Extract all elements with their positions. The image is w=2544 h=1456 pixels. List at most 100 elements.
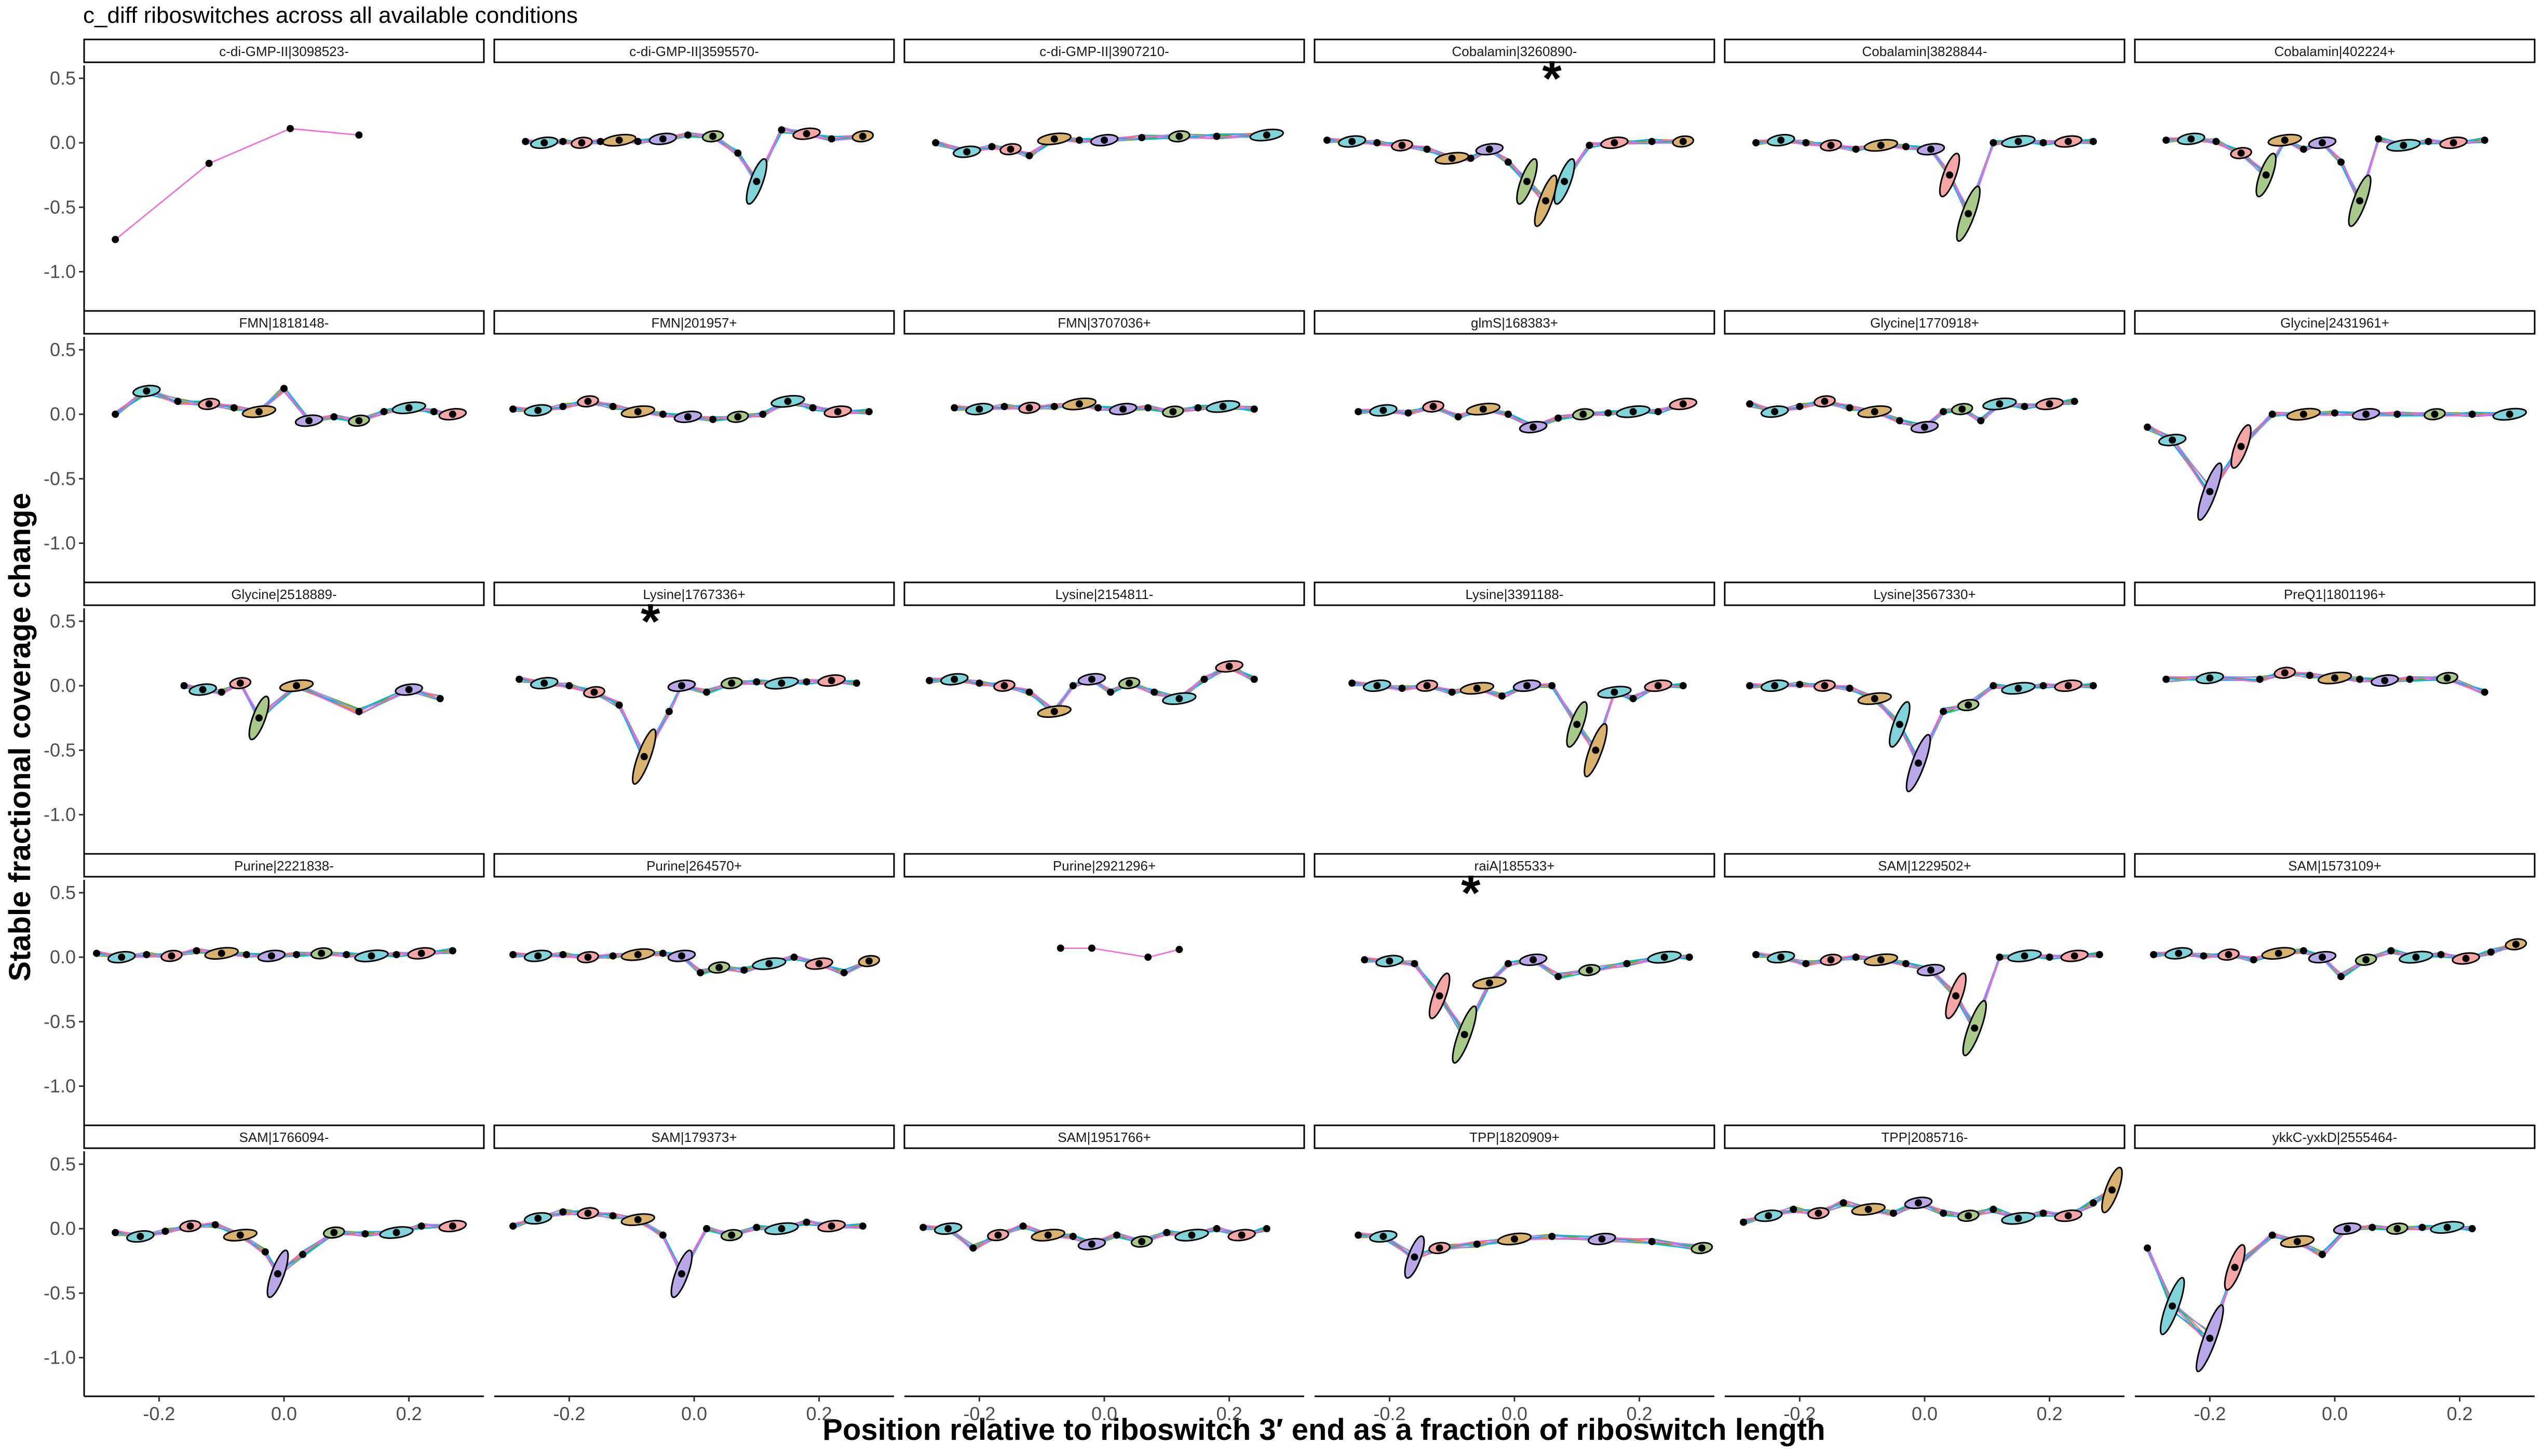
data-point: [1323, 137, 1331, 144]
data-point: [255, 714, 263, 722]
data-point: [634, 1216, 642, 1223]
facet-panel: TPP|1820909+ -0.2 0.0 0.2: [1314, 1124, 1715, 1424]
facet-strip: [83, 581, 485, 606]
facet-strip-label: Lysine|1767336+: [643, 587, 745, 602]
data-point: [1355, 408, 1362, 416]
data-point: [509, 951, 517, 959]
facet-strip: [2134, 38, 2536, 63]
data-point: [261, 1248, 269, 1256]
data-point: [1971, 1024, 1979, 1032]
data-point: [355, 131, 363, 139]
data-point: [678, 1270, 685, 1277]
data-point: [1213, 1225, 1221, 1233]
facet-panel: Glycine|2518889- 0.5 0.0 -0.5 -1.0: [44, 581, 485, 853]
data-point: [2293, 1237, 2301, 1245]
facet-panel: Cobalamin|3260890-*: [1314, 38, 1715, 227]
data-point: [2487, 948, 2495, 956]
data-point: [1598, 1235, 1606, 1243]
data-point: [634, 408, 642, 416]
data-point: [112, 1229, 119, 1236]
facet-strip: [903, 581, 1305, 606]
data-point: [988, 143, 996, 151]
data-point: [1138, 1237, 1146, 1245]
facet-strip: [1314, 853, 1715, 878]
data-point: [615, 701, 623, 709]
data-point: [112, 411, 119, 418]
condition-line: [115, 128, 359, 240]
data-point: [609, 403, 617, 411]
data-point: [609, 952, 617, 960]
data-point: [1479, 405, 1487, 413]
data-point: [2481, 688, 2488, 696]
data-point: [1448, 154, 1456, 162]
data-point: [2512, 941, 2520, 948]
condition-line: [1327, 140, 1683, 200]
data-point: [2169, 1302, 2176, 1310]
data-point: [753, 678, 761, 686]
data-point: [2212, 138, 2220, 145]
data-point: [1940, 707, 1947, 715]
data-point: [330, 1229, 338, 1236]
facet-strip: [903, 1124, 1305, 1149]
data-point: [2462, 955, 2470, 962]
data-point: [1977, 417, 1985, 425]
y-tick-label: 0.0: [50, 403, 76, 425]
facet-strip-label: c-di-GMP-II|3098523-: [219, 44, 349, 59]
data-point: [534, 1215, 542, 1222]
data-point: [2318, 1250, 2326, 1258]
data-point: [2337, 973, 2345, 981]
data-point: [2356, 675, 2364, 683]
data-point: [2256, 675, 2264, 683]
data-point: [199, 686, 207, 693]
facet-strip: [1724, 310, 2126, 335]
data-point: [1107, 688, 1115, 696]
data-point: [703, 688, 711, 696]
data-point: [1069, 682, 1077, 690]
condition-line: [519, 678, 857, 763]
data-point: [1914, 1199, 1922, 1207]
data-point: [1611, 688, 1618, 696]
y-tick-label: 0.5: [50, 67, 76, 89]
facet-panel: Lysine|1767336+*: [493, 581, 895, 785]
facet-panel: ykkC-yxkD|2555464- -0.2 0.0 0.2: [2134, 1124, 2536, 1424]
facet-strip: [493, 310, 895, 335]
data-point: [1411, 1253, 1418, 1261]
data-point: [236, 679, 244, 687]
y-tick-label: -1.0: [44, 532, 76, 553]
data-point: [218, 949, 225, 957]
data-point: [1846, 685, 1853, 692]
data-point: [2418, 1223, 2426, 1231]
data-point: [2162, 675, 2170, 683]
data-point: [2108, 1186, 2116, 1194]
data-point: [684, 131, 692, 139]
facet-strip-label: Purine|2921296+: [1053, 858, 1156, 874]
facet-strip: [493, 581, 895, 606]
facet-panel: SAM|1229502+: [1724, 853, 2126, 1056]
condition-line: [1327, 138, 1683, 207]
facet-panel: TPP|2085716- -0.2 0.0 0.2: [1724, 1124, 2126, 1424]
data-point: [1771, 682, 1779, 690]
data-point: [1088, 944, 1095, 952]
facet-strip-label: Lysine|3391188-: [1466, 587, 1564, 602]
data-point: [1019, 1222, 1027, 1230]
data-point: [1113, 1231, 1121, 1239]
facet-strip-label: FMN|201957+: [651, 315, 737, 331]
data-point: [2425, 138, 2432, 145]
condition-line: [1364, 957, 1689, 1041]
x-tick-label: 0.2: [2037, 1403, 2063, 1424]
data-point: [703, 1225, 711, 1233]
data-point: [1654, 408, 1662, 416]
data-point: [2268, 1231, 2276, 1239]
data-point: [1523, 178, 1531, 185]
facet-strip: [1314, 310, 1715, 335]
data-point: [2281, 669, 2289, 677]
data-point: [559, 1208, 567, 1216]
data-point: [790, 954, 798, 961]
data-point: [1398, 685, 1406, 692]
data-point: [2375, 135, 2383, 143]
data-point: [230, 404, 238, 412]
data-point: [852, 679, 860, 687]
facet-panel: FMN|201957+: [493, 310, 895, 424]
data-point: [1194, 404, 1202, 412]
data-point: [1752, 951, 1760, 959]
